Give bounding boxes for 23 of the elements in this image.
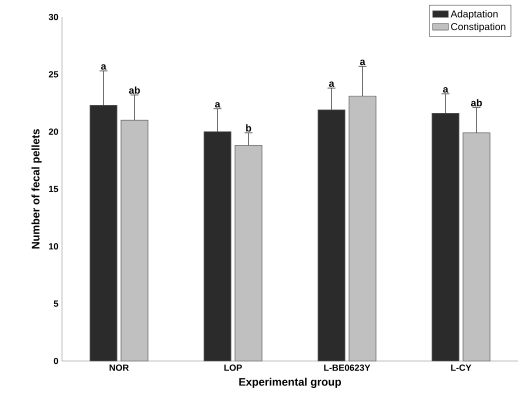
y-tick-label: 25 xyxy=(48,71,58,78)
x-tick-label: L-CY xyxy=(451,364,472,371)
annotation: a xyxy=(101,64,106,70)
annotation: a xyxy=(443,87,448,93)
x-tick-label: L-BE0623Y xyxy=(324,364,370,371)
y-tick-label: 0 xyxy=(54,358,58,364)
annotation: ab xyxy=(470,99,482,106)
annotation: a xyxy=(215,102,220,108)
x-axis-title: Experimental group xyxy=(239,378,341,388)
legend-label: Adaptation xyxy=(450,10,498,20)
y-tick-label: 20 xyxy=(48,128,58,135)
y-tick-label: 30 xyxy=(48,14,58,20)
legend-label: Constipation xyxy=(451,22,506,32)
y-tick-label: 15 xyxy=(49,186,58,192)
y-tick-label: 5 xyxy=(54,300,58,307)
y-axis-title: Number of fecal pellets xyxy=(31,129,42,249)
annotation: a xyxy=(329,81,334,87)
y-tick-label: 10 xyxy=(49,243,58,250)
x-tick-label: LOP xyxy=(224,364,242,371)
annotation: a xyxy=(360,60,366,66)
annotation: b xyxy=(246,124,252,132)
x-tick-label: NOR xyxy=(110,364,129,371)
annotation: ab xyxy=(128,86,140,94)
